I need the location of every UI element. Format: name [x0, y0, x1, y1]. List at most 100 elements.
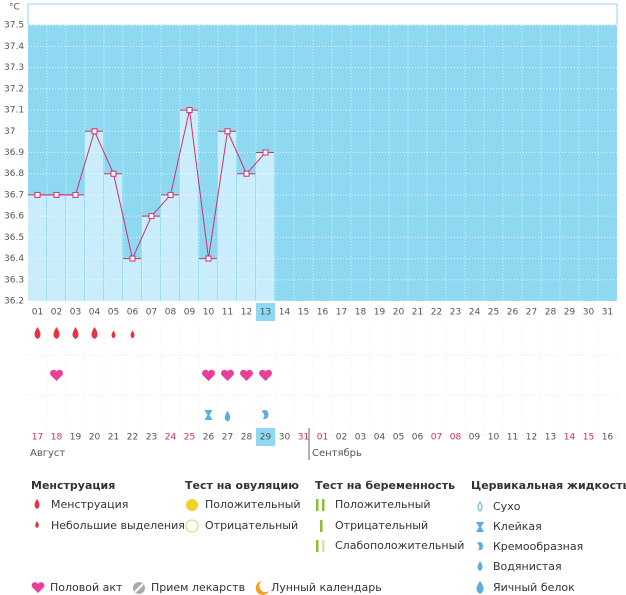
date-label: 02	[336, 433, 347, 443]
x-tick-label: 31	[602, 308, 613, 318]
bar	[256, 152, 274, 301]
plot-background	[28, 25, 617, 301]
x-tick-label: 13	[260, 308, 271, 318]
x-tick-label: 15	[298, 308, 309, 318]
x-tick-label: 21	[412, 308, 423, 318]
legend-item: Кремообразная	[493, 540, 583, 553]
icon	[477, 501, 483, 512]
date-label: 23	[146, 433, 157, 443]
y-tick-label: 36.6	[4, 212, 24, 222]
point	[148, 213, 155, 220]
legend-item: Отрицательный	[205, 519, 298, 532]
y-unit: °C	[9, 3, 20, 13]
icon	[31, 582, 45, 593]
x-tick-label: 29	[564, 308, 576, 318]
x-tick-label: 09	[184, 308, 196, 318]
bar	[237, 173, 255, 301]
bar	[180, 110, 198, 301]
heart-icon	[240, 369, 253, 381]
x-tick-label: 26	[507, 308, 519, 318]
legend-title: Цервикальная жидкость	[471, 479, 626, 492]
y-tick-label: 37.2	[4, 84, 24, 94]
icon	[34, 499, 40, 509]
x-tick-label: 25	[488, 308, 499, 318]
x-tick-label: 07	[146, 308, 157, 318]
date-label: 16	[602, 433, 614, 443]
date-highlight	[256, 428, 275, 446]
date-label: 27	[222, 433, 233, 443]
icon	[477, 542, 483, 551]
icon	[477, 561, 483, 571]
x-tick-label: 04	[89, 308, 101, 318]
x-tick-label: 30	[583, 308, 595, 318]
date-label: 25	[184, 433, 195, 443]
x-tick-label: 05	[108, 308, 119, 318]
drop-icon	[111, 330, 116, 339]
legend-item: Водянистая	[493, 560, 562, 573]
legend-item: Положительный	[335, 498, 431, 511]
y-tick-label: 37	[4, 127, 15, 137]
date-label: 31	[298, 433, 309, 443]
y-tick-label: 37.1	[4, 106, 24, 116]
date-label: 01	[317, 433, 328, 443]
y-tick-label: 36.5	[4, 233, 24, 243]
date-label: 21	[108, 433, 119, 443]
bar	[123, 258, 141, 301]
day-highlight	[256, 303, 275, 321]
heart-icon	[50, 369, 63, 381]
date-label: 18	[51, 433, 63, 443]
date-label: 08	[450, 433, 462, 443]
date-label: 13	[545, 433, 556, 443]
y-tick-label: 36.3	[4, 275, 24, 285]
point	[167, 191, 174, 198]
date-label: 09	[469, 433, 481, 443]
bar	[66, 194, 84, 301]
bar	[161, 194, 179, 301]
icon	[476, 581, 484, 594]
x-tick-label: 14	[279, 308, 291, 318]
icon	[134, 583, 144, 593]
y-tick-label: 36.4	[4, 254, 24, 264]
icon	[316, 499, 319, 511]
icon	[322, 540, 325, 552]
x-tick-label: 02	[51, 308, 62, 318]
point	[186, 107, 193, 114]
y-tick-label: 36.2	[4, 297, 24, 307]
date-label: 14	[564, 433, 576, 443]
legend-item: Отрицательный	[335, 519, 428, 532]
legend-item: Положительный	[205, 498, 301, 511]
x-tick-label: 11	[222, 308, 233, 318]
date-label: 10	[488, 433, 500, 443]
point	[262, 149, 269, 156]
date-label: 06	[412, 433, 424, 443]
icon	[320, 520, 323, 532]
icon	[316, 540, 319, 552]
point	[205, 255, 212, 262]
point	[72, 191, 79, 198]
point	[91, 128, 98, 135]
x-tick-label: 03	[70, 308, 81, 318]
date-label: 07	[431, 433, 442, 443]
x-tick-label: 20	[393, 308, 405, 318]
x-tick-label: 17	[336, 308, 347, 318]
icon	[322, 499, 325, 511]
drop-icon	[130, 330, 135, 339]
date-label: 12	[526, 433, 537, 443]
date-label: 11	[507, 433, 518, 443]
legend-item: Лунный календарь	[271, 581, 382, 594]
drop-icon	[34, 327, 41, 339]
y-tick-label: 37.4	[4, 42, 24, 52]
heart-icon	[202, 369, 215, 381]
legend-title: Тест на овуляцию	[185, 479, 299, 492]
date-label: 15	[583, 433, 594, 443]
y-tick-label: 37.5	[4, 21, 24, 31]
date-label: 28	[241, 433, 253, 443]
legend-item: Менструация	[51, 498, 128, 511]
legend: Менструация Менструация Небольшие выделе…	[31, 479, 626, 595]
point	[110, 170, 117, 177]
sticky-icon	[204, 410, 213, 420]
date-label: 03	[355, 433, 366, 443]
heart-icon	[221, 369, 234, 381]
legend-item: Яичный белок	[493, 581, 575, 594]
legend-title: Менструация	[31, 479, 115, 492]
